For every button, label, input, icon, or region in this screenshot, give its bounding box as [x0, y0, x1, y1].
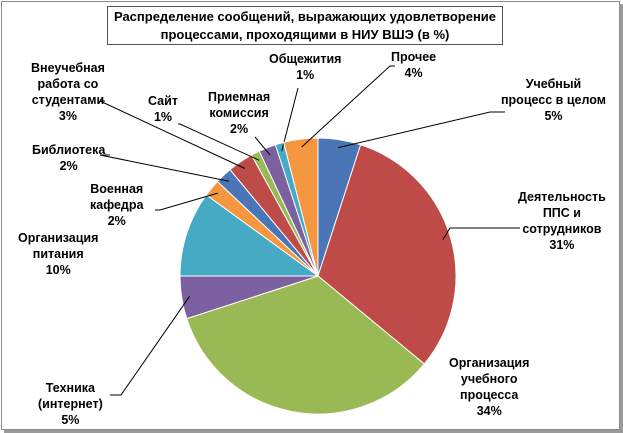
slice-label-value: 10% [45, 263, 71, 277]
slice-label: Приемная комиссия 2% [208, 89, 270, 137]
slice-label-value: 2% [230, 122, 249, 136]
slice-label-name: кафедра [90, 198, 144, 212]
leader-line [155, 192, 218, 211]
slice-label-name: студентами [31, 93, 105, 107]
chart-title-line-2: процессами, проходящими в НИУ ВШЭ (в %) [160, 27, 450, 42]
slice-label-value: 5% [544, 109, 563, 123]
slice-label-name: Организация [449, 356, 530, 370]
leader-line [254, 136, 271, 156]
slice-label-name: ППС и [542, 206, 581, 220]
slice-label-name: Военная [90, 182, 144, 196]
leader-line [110, 296, 191, 396]
slice-label-name: Организация [18, 231, 99, 245]
slice-label-name: комиссия [209, 106, 269, 120]
leader-line [178, 123, 260, 161]
slice-label-name: (интернет) [38, 397, 103, 411]
slice-label: Учебный процесс в целом 5% [501, 76, 606, 124]
leader-line [99, 154, 230, 182]
slice-label-name: работа со [37, 77, 99, 91]
slice-label: Организация питания 10% [18, 230, 98, 278]
slice-label: Организация учебного процесса 34% [449, 355, 529, 419]
pie-slice [317, 144, 457, 365]
slice-label-value: 4% [404, 66, 423, 80]
pie-slice [186, 275, 426, 415]
leader-line [338, 111, 505, 149]
leader-line [301, 65, 395, 148]
slice-label-value: 5% [61, 413, 80, 427]
slice-label-name: Сайт [148, 94, 178, 108]
slice-label-value: 1% [153, 110, 173, 124]
chart-title-line-1: Распределение сообщений, выражающих удов… [113, 9, 497, 24]
slice-label-name: Техника [45, 381, 95, 395]
leader-line [281, 87, 299, 152]
slice-label: Библиотека 2% [32, 142, 105, 174]
chart-title: Распределение сообщений, выражающих удов… [107, 6, 503, 45]
slice-label-value: 1% [296, 68, 315, 82]
slice-label: Деятельность ППС и сотрудников 31% [518, 189, 606, 253]
slice-label-value: 2% [59, 159, 78, 173]
slice-label-name: процесс в целом [501, 93, 606, 107]
slice-label-value: 31% [549, 238, 575, 252]
slice-label: Общежития 1% [269, 51, 341, 83]
slice-label-value: 3% [58, 109, 77, 123]
slice-label: Сайт 1% [148, 93, 178, 125]
slice-label-name: Учебный [525, 77, 582, 91]
slice-label-name: Приемная [208, 90, 271, 104]
slice-label: Техника (интернет) 5% [38, 380, 103, 428]
slice-label: Военная кафедра 2% [90, 181, 143, 229]
slice-label-name: учебного [460, 372, 518, 386]
pie-slice [283, 137, 319, 277]
slice-label-name: Прочее [391, 50, 437, 64]
slice-label-name: Общежития [269, 52, 342, 66]
slice-label-name: процесса [460, 388, 519, 402]
slice-label-name: питания [32, 247, 84, 261]
leader-line [442, 227, 520, 240]
slice-label-value: 34% [476, 404, 502, 418]
slice-label-name: сотрудников [522, 222, 602, 236]
slice-label-name: Внеучебная [31, 61, 105, 75]
slice-label-name: Библиотека [32, 143, 106, 157]
leader-line [99, 100, 246, 169]
slice-label: Прочее 4% [391, 49, 436, 81]
slice-label: Внеучебная работа со студентами 3% [31, 60, 105, 124]
slice-label-value: 2% [107, 214, 126, 228]
slice-label-name: Деятельность [518, 190, 606, 204]
